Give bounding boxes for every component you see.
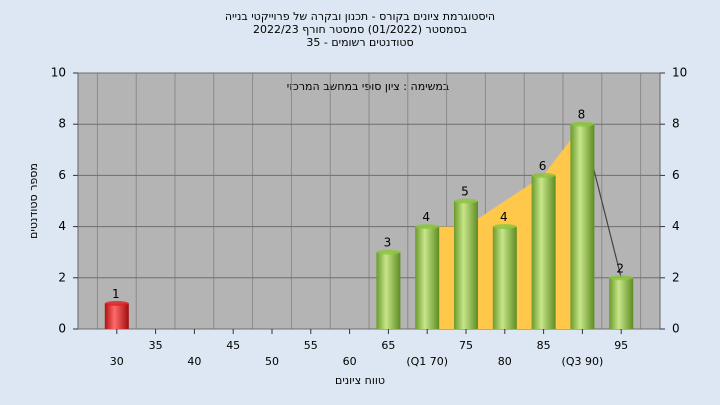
bar-cap [415, 224, 440, 230]
data-label: 1 [112, 287, 120, 301]
x-tick-label: 30 [110, 355, 124, 368]
x-tick-label: 80 [498, 355, 512, 368]
bar-cap [531, 172, 556, 178]
y-tick-label: 8 [58, 117, 66, 131]
y-tick-label: 10 [51, 66, 66, 80]
y2-tick-label: 0 [672, 322, 680, 336]
chart-subtitle: בסמסטר (01/2022) סמסטר חורף 2022/23 [253, 23, 467, 36]
bar [492, 226, 517, 329]
bar [454, 201, 478, 329]
y-tick-label: 6 [58, 168, 66, 182]
bar-cap [376, 249, 401, 255]
data-label: 2 [616, 261, 624, 275]
data-label: 5 [461, 185, 469, 199]
data-label: 4 [500, 210, 508, 224]
bar-cap [104, 300, 129, 306]
y2-tick-label: 4 [672, 219, 680, 233]
x-tick-label: 85 [537, 339, 551, 352]
x-tick-label: (Q1 70) [406, 355, 448, 368]
x-tick-label: 35 [149, 339, 163, 352]
bar-cap [609, 275, 634, 281]
y-tick-label: 0 [58, 322, 66, 336]
bar-cap [492, 224, 517, 230]
bar [104, 303, 129, 329]
chart-subtitle: סטודנטים רשומים - 35 [306, 36, 413, 49]
bar [415, 226, 440, 329]
x-tick-label: 45 [226, 339, 240, 352]
x-tick-label: 55 [304, 339, 318, 352]
chart-title: היסטוגרמת ציונים בקורס - תכנון ובקרה של … [225, 10, 495, 23]
y-axis-label: מספר סטודנטים [27, 163, 40, 239]
y-tick-label: 4 [58, 219, 66, 233]
annotation: במשימה : ציון סופי במחשב המרכזי [287, 80, 450, 93]
bar [609, 277, 634, 329]
x-tick-label: 75 [459, 339, 473, 352]
bar-cap [570, 121, 595, 127]
x-tick-label: 60 [343, 355, 357, 368]
y2-tick-label: 6 [672, 168, 680, 182]
bar-cap [454, 198, 478, 204]
data-label: 6 [539, 159, 547, 173]
bar [531, 175, 556, 329]
x-axis-label: טווח ציונים [335, 374, 385, 387]
y2-tick-label: 2 [672, 270, 680, 284]
y-tick-label: 2 [58, 270, 66, 284]
x-tick-label: 50 [265, 355, 279, 368]
y2-tick-label: 10 [672, 66, 687, 80]
data-label: 8 [578, 108, 586, 122]
x-tick-label: 40 [187, 355, 201, 368]
x-tick-label: 65 [381, 339, 395, 352]
y2-tick-label: 8 [672, 117, 680, 131]
data-label: 4 [422, 210, 430, 224]
bar [570, 124, 595, 329]
bar [376, 252, 401, 329]
x-tick-label: (Q3 90) [562, 355, 604, 368]
data-label: 3 [384, 236, 392, 250]
x-tick-label: 95 [614, 339, 628, 352]
